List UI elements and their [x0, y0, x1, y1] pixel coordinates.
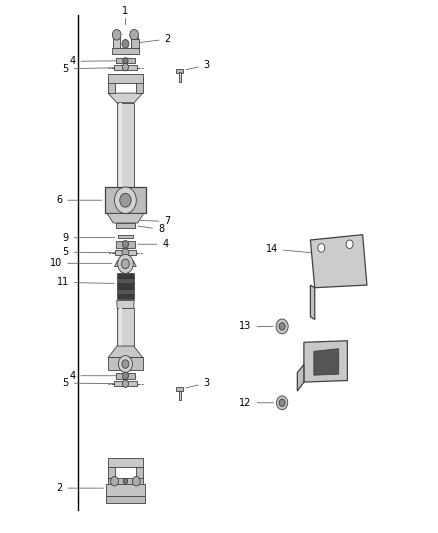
Polygon shape: [314, 349, 339, 375]
Bar: [117, 289, 134, 294]
Text: 3: 3: [186, 60, 210, 70]
Text: 4: 4: [69, 371, 120, 381]
Bar: [108, 467, 115, 479]
Circle shape: [123, 58, 128, 64]
Bar: [108, 74, 143, 83]
Bar: [116, 223, 135, 228]
Bar: [114, 65, 137, 70]
Text: 6: 6: [56, 195, 102, 205]
Polygon shape: [108, 93, 143, 103]
Bar: [117, 103, 134, 200]
Polygon shape: [131, 37, 138, 49]
Circle shape: [122, 39, 129, 48]
Text: 5: 5: [63, 64, 118, 74]
Polygon shape: [304, 341, 347, 382]
Bar: [108, 458, 143, 467]
Circle shape: [113, 29, 121, 40]
Text: 10: 10: [50, 259, 112, 268]
Polygon shape: [311, 235, 367, 288]
Polygon shape: [311, 285, 315, 319]
Polygon shape: [115, 261, 136, 266]
Circle shape: [117, 254, 133, 273]
Bar: [108, 478, 143, 486]
Bar: [106, 484, 145, 496]
Circle shape: [276, 319, 288, 334]
Text: 9: 9: [63, 233, 115, 243]
Bar: [108, 357, 143, 370]
Bar: [115, 250, 136, 255]
Polygon shape: [108, 346, 143, 358]
Text: 1: 1: [122, 6, 128, 16]
Circle shape: [318, 244, 325, 252]
Circle shape: [111, 477, 118, 486]
Bar: [117, 294, 134, 300]
Text: 2: 2: [136, 34, 171, 44]
Text: 11: 11: [57, 277, 114, 287]
Bar: [116, 240, 135, 248]
Bar: [119, 103, 122, 200]
Text: 13: 13: [240, 321, 273, 332]
Bar: [136, 467, 143, 479]
Bar: [108, 78, 115, 93]
Text: 14: 14: [265, 244, 314, 254]
Circle shape: [122, 240, 128, 248]
Circle shape: [346, 240, 353, 248]
Polygon shape: [107, 214, 144, 223]
Bar: [179, 391, 181, 400]
Circle shape: [118, 356, 132, 373]
Polygon shape: [131, 39, 139, 47]
Polygon shape: [113, 37, 120, 49]
Circle shape: [279, 399, 285, 407]
Bar: [114, 381, 137, 386]
Text: 3: 3: [186, 378, 210, 388]
Circle shape: [122, 372, 128, 379]
Bar: [106, 496, 145, 503]
Bar: [116, 58, 135, 63]
Polygon shape: [297, 365, 304, 391]
Circle shape: [279, 322, 285, 330]
Text: 4: 4: [69, 56, 120, 66]
Circle shape: [130, 29, 138, 40]
Text: 2: 2: [56, 483, 103, 493]
Bar: [119, 309, 122, 354]
Bar: [177, 69, 184, 73]
Bar: [179, 72, 181, 82]
Bar: [116, 373, 135, 379]
Bar: [177, 387, 184, 391]
Bar: [117, 278, 134, 284]
Bar: [117, 273, 134, 278]
Circle shape: [120, 193, 131, 207]
Text: 5: 5: [63, 378, 118, 388]
Circle shape: [132, 477, 140, 486]
Circle shape: [122, 63, 128, 71]
Text: 5: 5: [63, 247, 117, 257]
Circle shape: [122, 248, 129, 257]
Circle shape: [115, 187, 136, 214]
Bar: [136, 78, 143, 93]
Bar: [112, 48, 139, 54]
Circle shape: [123, 479, 127, 484]
Bar: [117, 284, 134, 289]
Bar: [105, 187, 146, 214]
Bar: [117, 235, 133, 238]
Text: 4: 4: [138, 239, 169, 249]
Text: 7: 7: [141, 216, 171, 227]
Polygon shape: [117, 301, 134, 309]
Text: 12: 12: [239, 398, 274, 408]
Text: 8: 8: [138, 224, 164, 235]
Circle shape: [122, 380, 128, 387]
Circle shape: [121, 259, 129, 269]
Bar: [117, 309, 134, 354]
Circle shape: [276, 396, 288, 410]
Circle shape: [122, 360, 129, 368]
